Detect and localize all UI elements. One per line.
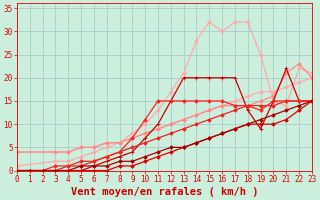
X-axis label: Vent moyen/en rafales ( km/h ): Vent moyen/en rafales ( km/h ) <box>71 187 258 197</box>
